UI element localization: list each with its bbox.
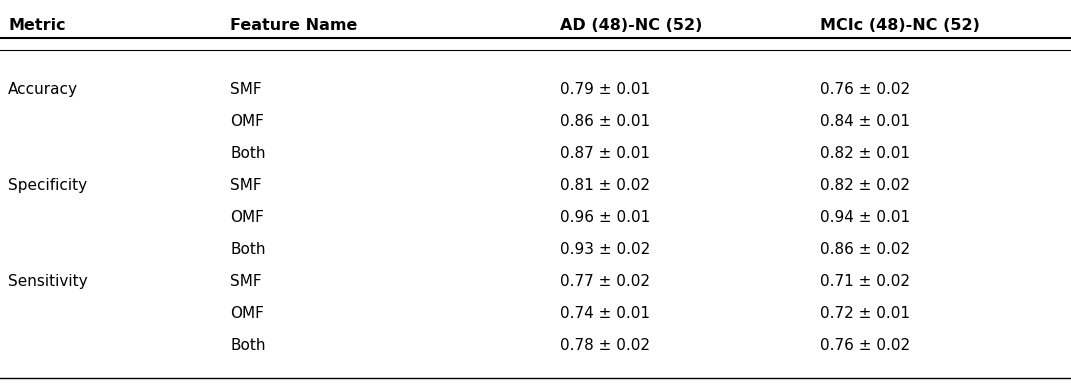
Text: 0.72 ± 0.01: 0.72 ± 0.01 <box>820 306 910 321</box>
Text: Feature Name: Feature Name <box>230 18 358 33</box>
Text: 0.77 ± 0.02: 0.77 ± 0.02 <box>560 274 650 289</box>
Text: 0.87 ± 0.01: 0.87 ± 0.01 <box>560 146 650 161</box>
Text: 0.82 ± 0.02: 0.82 ± 0.02 <box>820 178 910 193</box>
Text: MCIc (48)-NC (52): MCIc (48)-NC (52) <box>820 18 980 33</box>
Text: OMF: OMF <box>230 114 263 129</box>
Text: 0.76 ± 0.02: 0.76 ± 0.02 <box>820 338 910 353</box>
Text: Both: Both <box>230 146 266 161</box>
Text: 0.76 ± 0.02: 0.76 ± 0.02 <box>820 82 910 97</box>
Text: Sensitivity: Sensitivity <box>7 274 88 289</box>
Text: 0.94 ± 0.01: 0.94 ± 0.01 <box>820 210 910 225</box>
Text: 0.71 ± 0.02: 0.71 ± 0.02 <box>820 274 910 289</box>
Text: 0.82 ± 0.01: 0.82 ± 0.01 <box>820 146 910 161</box>
Text: 0.96 ± 0.01: 0.96 ± 0.01 <box>560 210 650 225</box>
Text: 0.86 ± 0.01: 0.86 ± 0.01 <box>560 114 650 129</box>
Text: Both: Both <box>230 242 266 257</box>
Text: Both: Both <box>230 338 266 353</box>
Text: Metric: Metric <box>7 18 65 33</box>
Text: 0.81 ± 0.02: 0.81 ± 0.02 <box>560 178 650 193</box>
Text: 0.78 ± 0.02: 0.78 ± 0.02 <box>560 338 650 353</box>
Text: 0.79 ± 0.01: 0.79 ± 0.01 <box>560 82 650 97</box>
Text: 0.86 ± 0.02: 0.86 ± 0.02 <box>820 242 910 257</box>
Text: SMF: SMF <box>230 274 261 289</box>
Text: 0.74 ± 0.01: 0.74 ± 0.01 <box>560 306 650 321</box>
Text: 0.84 ± 0.01: 0.84 ± 0.01 <box>820 114 910 129</box>
Text: Specificity: Specificity <box>7 178 87 193</box>
Text: SMF: SMF <box>230 178 261 193</box>
Text: AD (48)-NC (52): AD (48)-NC (52) <box>560 18 703 33</box>
Text: OMF: OMF <box>230 306 263 321</box>
Text: OMF: OMF <box>230 210 263 225</box>
Text: 0.93 ± 0.02: 0.93 ± 0.02 <box>560 242 650 257</box>
Text: Accuracy: Accuracy <box>7 82 78 97</box>
Text: SMF: SMF <box>230 82 261 97</box>
